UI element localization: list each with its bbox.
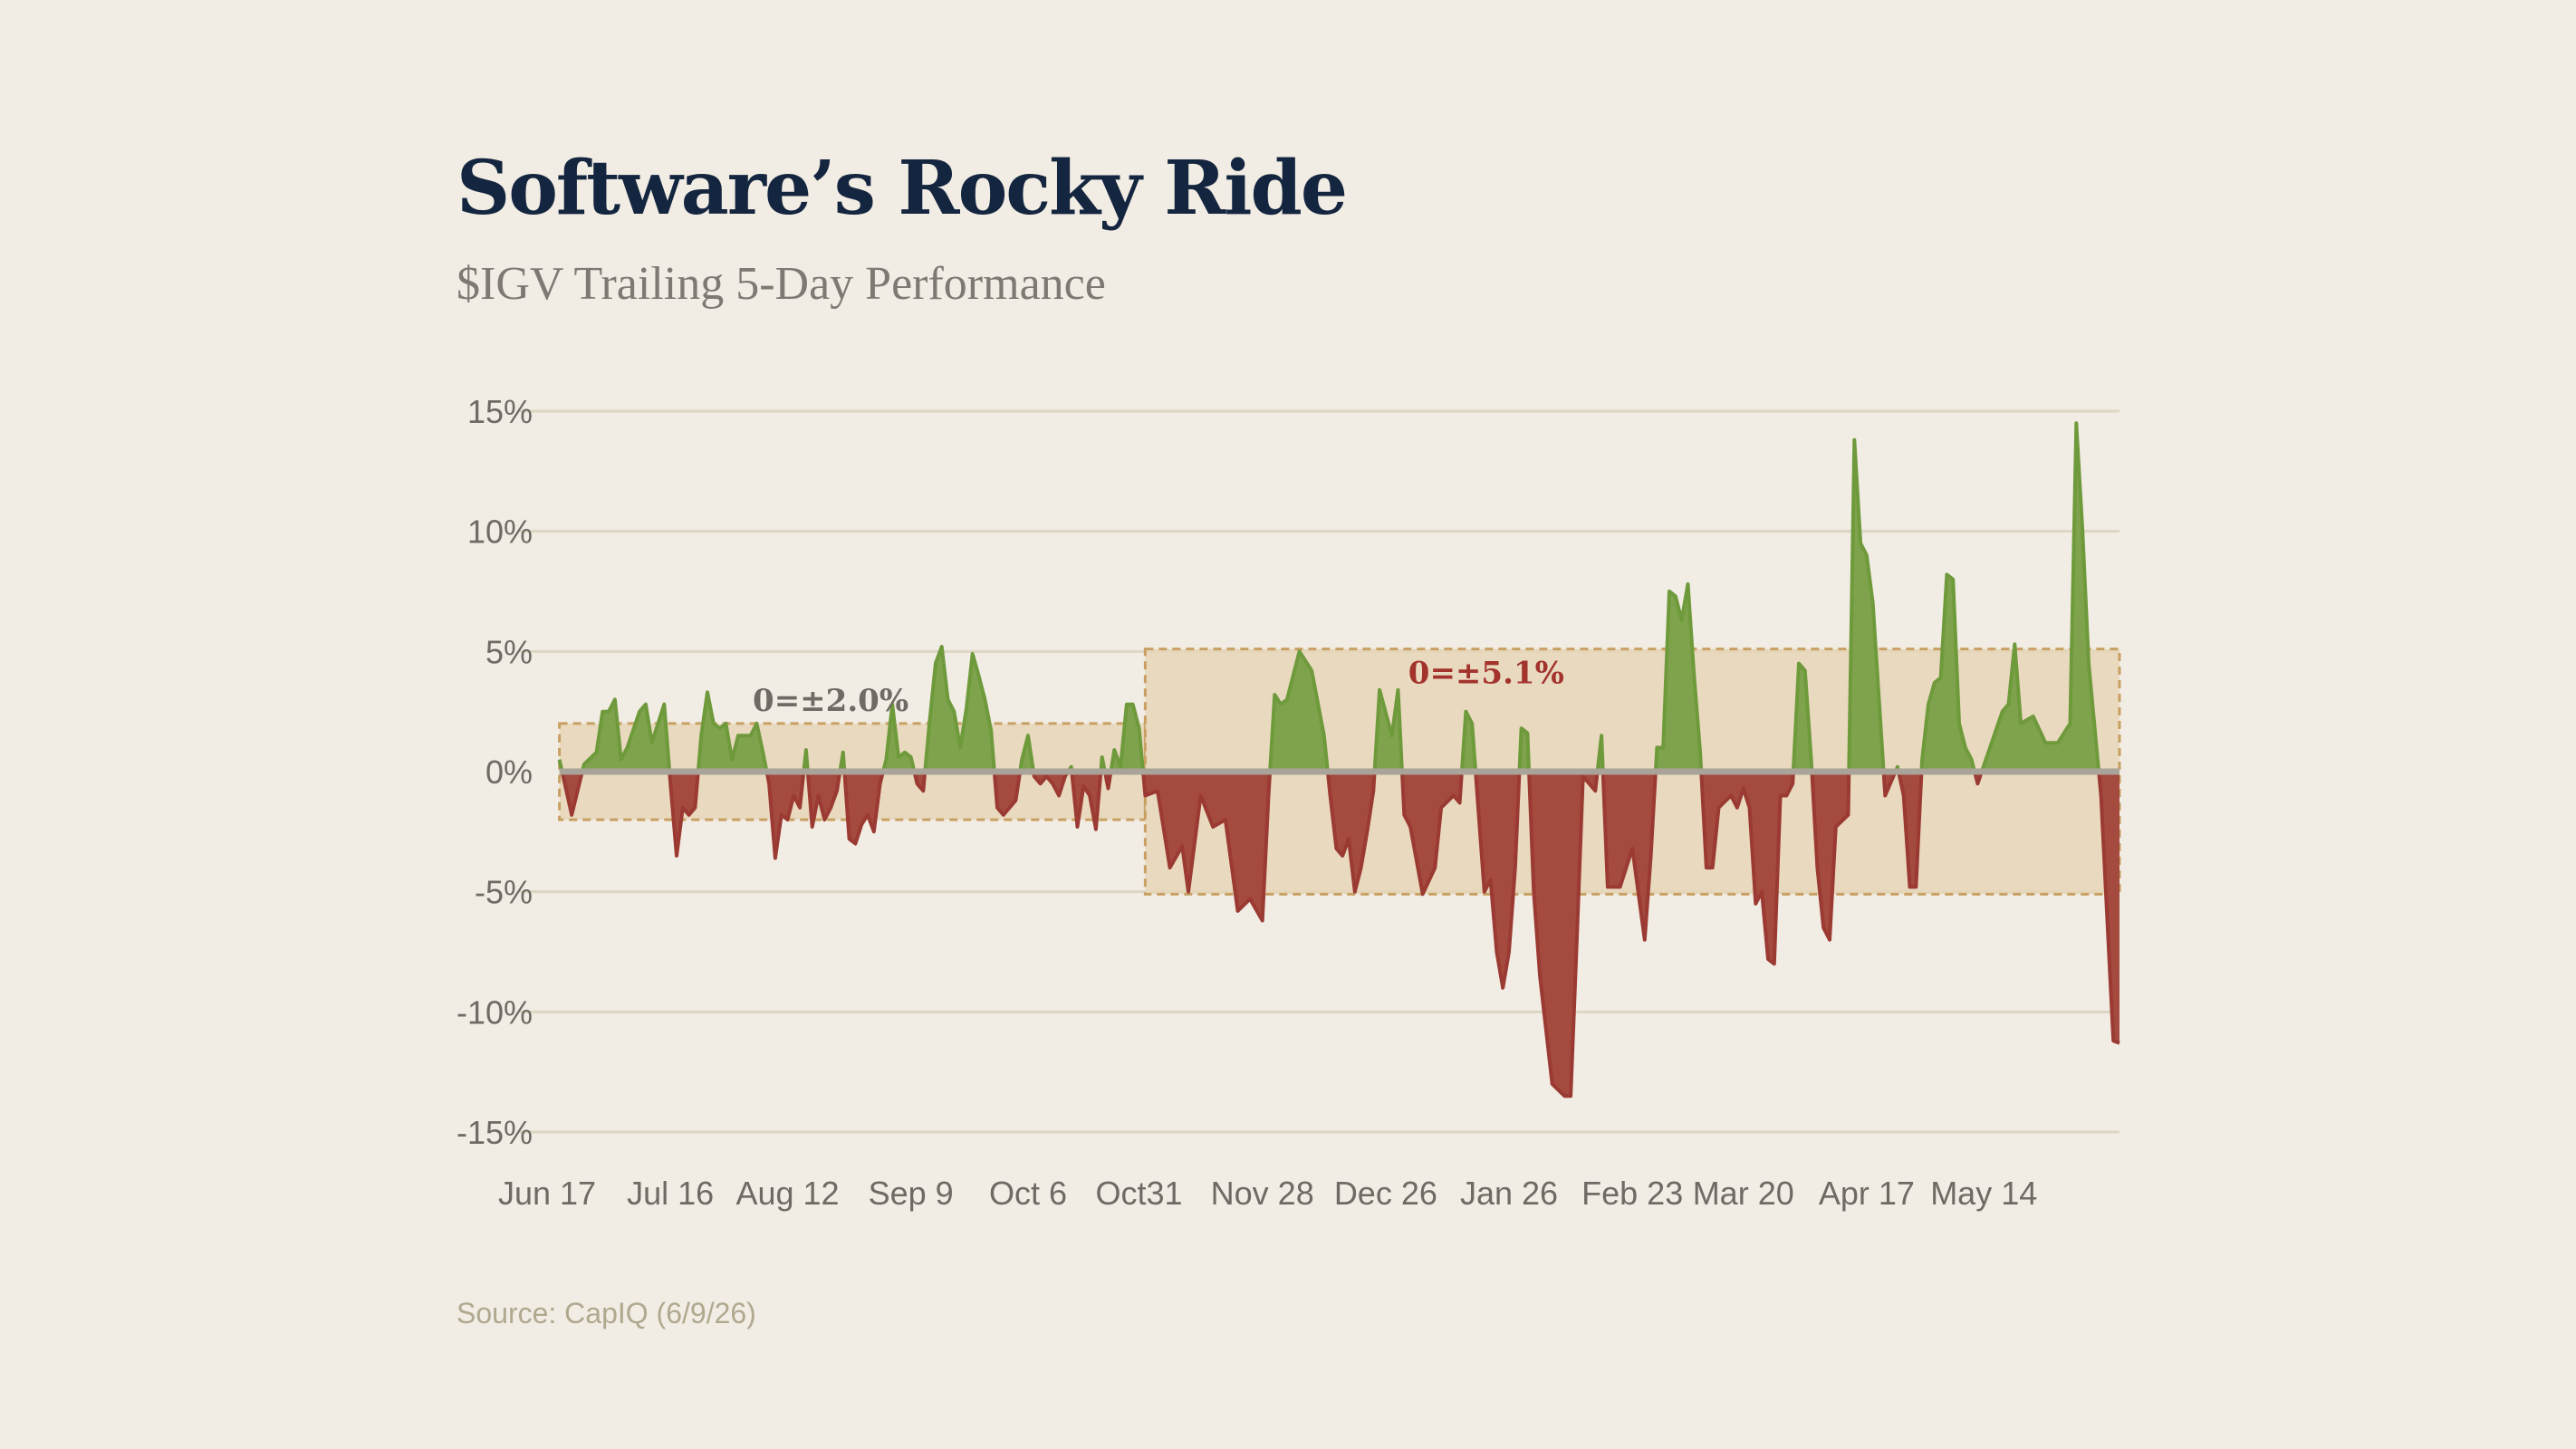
y-tick-label: 0% (485, 753, 533, 791)
x-tick-label: Mar 20 (1693, 1175, 1794, 1212)
x-tick-label: Jul 16 (627, 1175, 714, 1212)
x-tick-label: Apr 17 (1819, 1175, 1915, 1212)
positive-line (557, 421, 2101, 772)
x-tick-label: Oct 6 (989, 1175, 1067, 1212)
y-tick-label: 10% (467, 513, 533, 551)
x-tick-label: Dec 26 (1334, 1175, 1437, 1212)
y-tick-label: 5% (485, 633, 533, 670)
x-tick-label: Jun 17 (498, 1175, 596, 1212)
source-note: Source: CapIQ (6/9/26) (457, 1297, 756, 1329)
x-tick-label: Oct31 (1096, 1175, 1183, 1212)
x-tick-label: May 14 (1930, 1175, 2037, 1212)
band-label: 0=±5.1% (1408, 656, 1564, 692)
y-tick-label: 15% (467, 393, 533, 430)
x-tick-label: Sep 9 (869, 1175, 954, 1212)
band-labels: 0=±2.0% 0=±5.1% (753, 656, 1564, 719)
chart-subtitle: $IGV Trailing 5-Day Performance (457, 258, 1106, 310)
y-tick-label: -15% (457, 1114, 533, 1151)
negative-area (559, 772, 2119, 1097)
chart-title: Software’s Rocky Ride (457, 145, 1348, 232)
x-tick-label: Jan 26 (1460, 1175, 1558, 1212)
y-tick-label: -10% (457, 993, 533, 1031)
positive-area (559, 423, 2119, 772)
x-tick-label: Nov 28 (1211, 1175, 1314, 1212)
negative-line (560, 772, 2120, 1099)
y-tick-label: -5% (475, 874, 533, 911)
x-tick-label: Aug 12 (735, 1175, 839, 1212)
x-tick-label: Feb 23 (1581, 1175, 1683, 1212)
band-label: 0=±2.0% (753, 683, 908, 719)
x-axis-ticks: Jun 17 Jul 16 Aug 12 Sep 9 Oct 6 Oct31 Nov 28 D… (498, 1175, 2037, 1212)
series-area (557, 421, 2120, 1099)
y-axis-ticks: 15% 10% 5% 0% -5% -10% -15% (457, 393, 533, 1151)
